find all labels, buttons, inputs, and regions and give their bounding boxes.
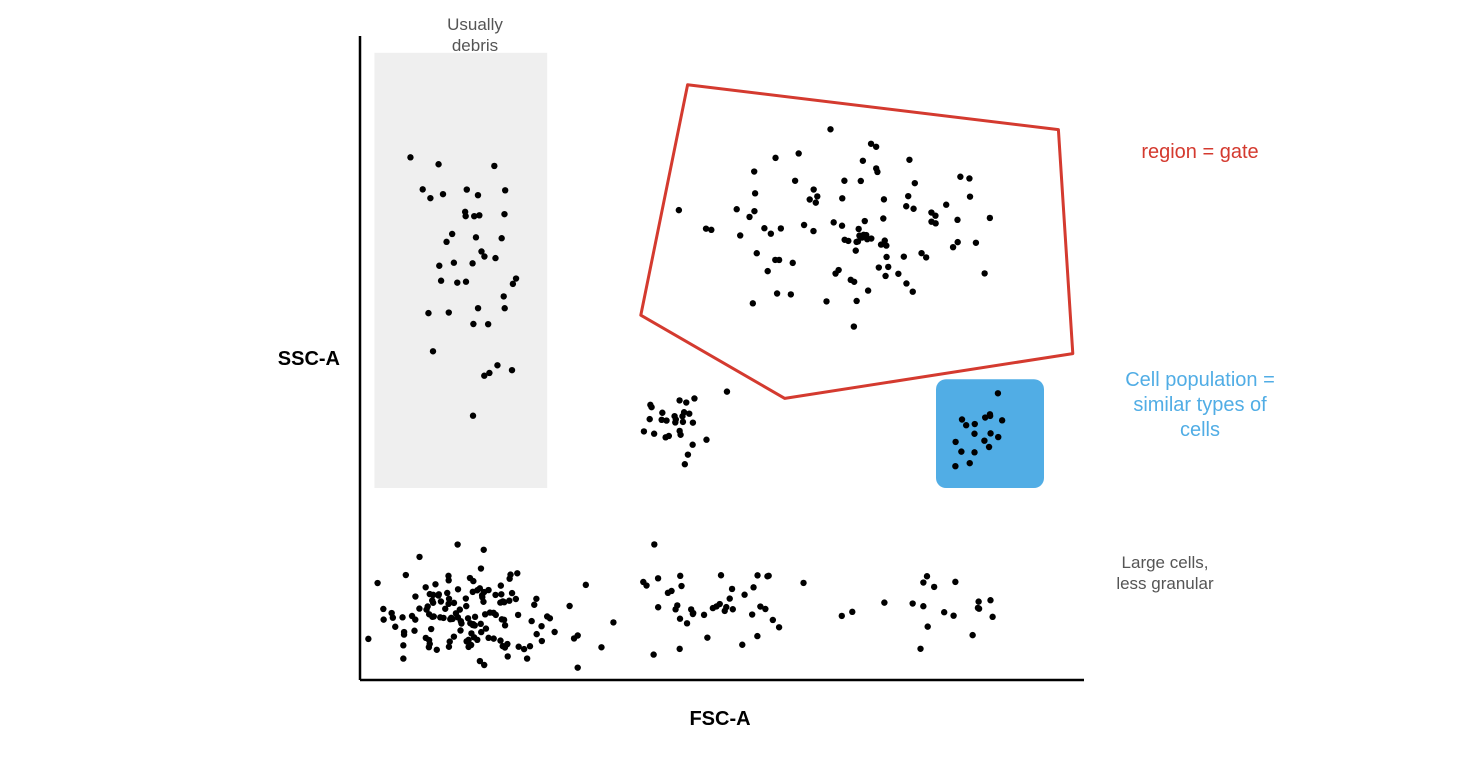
chart-stage: SSC-A FSC-A Usuallydebris region = gate … [0, 0, 1480, 774]
annotation-debris: Usuallydebris [415, 14, 535, 57]
y-axis-label: SSC-A [250, 348, 340, 371]
annotation-population: Cell population =similar types ofcells [1095, 368, 1305, 443]
debris-region [374, 53, 547, 488]
annotation-large-cells: Large cells,less granular [1085, 552, 1245, 595]
annotation-gate: region = gate [1110, 140, 1290, 165]
x-axis-label: FSC-A [670, 708, 770, 731]
